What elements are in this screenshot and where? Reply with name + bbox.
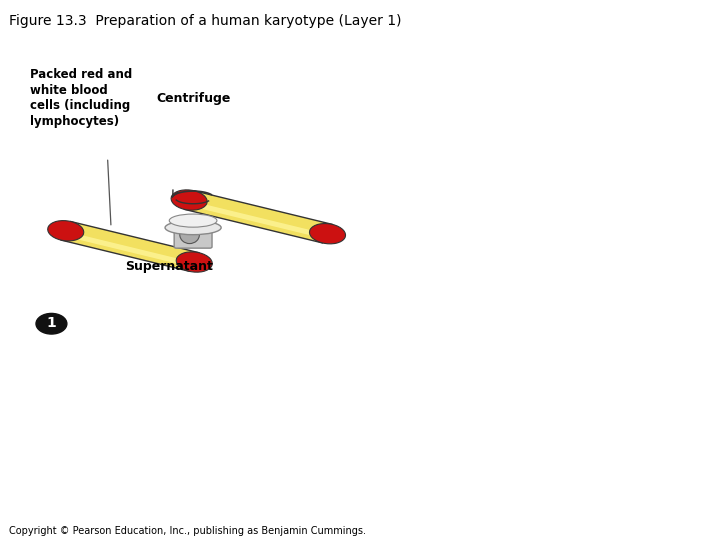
Text: Centrifuge: Centrifuge (157, 92, 231, 105)
Ellipse shape (169, 214, 217, 227)
Text: Packed red and
white blood
cells (including
lymphocytes): Packed red and white blood cells (includ… (30, 68, 132, 128)
Ellipse shape (171, 190, 207, 210)
Ellipse shape (165, 221, 221, 235)
Ellipse shape (180, 226, 199, 244)
Polygon shape (184, 191, 333, 243)
Text: Figure 13.3  Preparation of a human karyotype (Layer 1): Figure 13.3 Preparation of a human karyo… (9, 14, 402, 28)
Circle shape (36, 313, 67, 334)
Polygon shape (66, 232, 191, 266)
Polygon shape (60, 221, 199, 271)
Text: Supernatant: Supernatant (125, 260, 213, 273)
Ellipse shape (48, 221, 84, 241)
Ellipse shape (176, 252, 212, 272)
Polygon shape (189, 201, 324, 238)
Ellipse shape (310, 224, 346, 244)
Text: Copyright © Pearson Education, Inc., publishing as Benjamin Cummings.: Copyright © Pearson Education, Inc., pub… (9, 525, 366, 536)
Text: 1: 1 (47, 316, 56, 330)
FancyBboxPatch shape (174, 227, 212, 248)
